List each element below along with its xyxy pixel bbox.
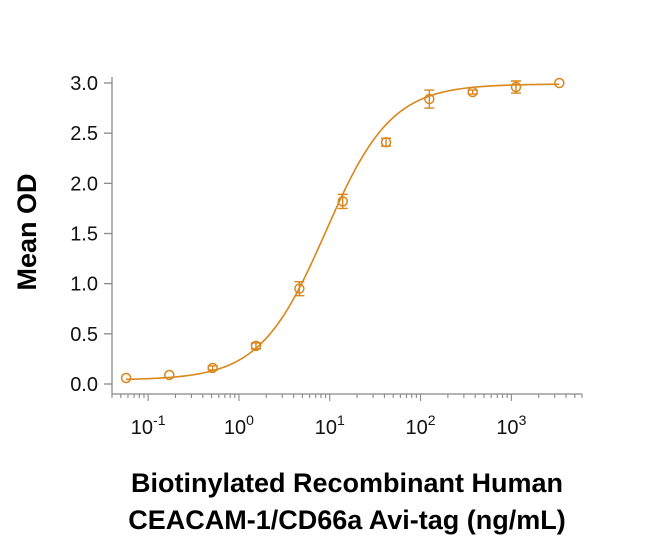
y-tick-label: 2.5 <box>70 123 98 145</box>
fit-curve-0 <box>126 83 560 381</box>
data-point <box>207 362 218 374</box>
x-axis-title-line-1: Biotinylated Recombinant Human <box>131 468 563 498</box>
error-bar <box>207 365 218 371</box>
y-tick-label: 3.0 <box>70 73 98 95</box>
y-axis-title: Mean OD <box>12 173 42 290</box>
y-tick-label: 0.0 <box>70 374 98 396</box>
y-tick-label: 1.0 <box>70 274 98 296</box>
y-ticks: 0.0 0.5 1.0 1.5 2.0 2.5 3.0 <box>70 73 112 396</box>
data-point <box>164 369 175 381</box>
x-tick-label: 102 <box>406 412 436 439</box>
error-bar <box>467 89 478 95</box>
x-tick-label: 103 <box>496 412 526 439</box>
x-ticks: 10-1 100 101 102 103 <box>111 394 583 439</box>
points-layer <box>120 77 565 384</box>
axes <box>111 77 582 395</box>
y-tick-label: 0.5 <box>70 324 98 346</box>
data-point <box>337 196 348 207</box>
data-point <box>467 86 478 98</box>
data-point <box>424 93 435 105</box>
data-point <box>380 136 392 148</box>
x-tick-label: 101 <box>315 412 345 439</box>
x-axis-title-line-2: CEACAM-1/CD66a Avi-tag (ng/mL) <box>128 505 566 535</box>
data-point <box>120 372 132 384</box>
error-bar <box>424 89 435 109</box>
y-tick-label: 2.0 <box>70 173 98 195</box>
y-tick-label: 1.5 <box>70 224 98 246</box>
data-point <box>510 81 522 93</box>
x-tick-label: 100 <box>224 412 254 439</box>
data-point <box>250 340 262 352</box>
data-point <box>294 283 305 294</box>
data-point <box>554 77 565 89</box>
fit-layer <box>126 83 560 381</box>
x-tick-label: 10-1 <box>131 412 166 439</box>
